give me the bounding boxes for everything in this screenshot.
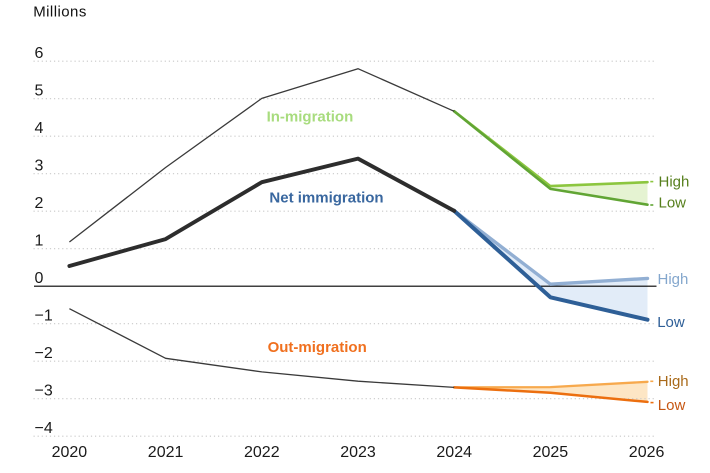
svg-text:High: High <box>659 174 690 191</box>
svg-text:Low: Low <box>657 314 685 331</box>
svg-text:Low: Low <box>659 194 687 211</box>
svg-text:Out-migration: Out-migration <box>268 339 367 356</box>
svg-text:2023: 2023 <box>340 444 376 461</box>
svg-text:4: 4 <box>35 120 44 137</box>
svg-text:Net immigration: Net immigration <box>269 190 383 207</box>
svg-text:2022: 2022 <box>244 444 280 461</box>
svg-text:Low: Low <box>658 397 686 414</box>
svg-text:2020: 2020 <box>52 444 88 461</box>
svg-text:3: 3 <box>35 158 44 175</box>
svg-text:High: High <box>658 373 689 390</box>
svg-text:2021: 2021 <box>148 444 184 461</box>
svg-text:6: 6 <box>35 45 44 62</box>
svg-text:−3: −3 <box>35 383 53 400</box>
svg-text:−1: −1 <box>35 308 53 325</box>
svg-text:High: High <box>658 271 689 288</box>
svg-text:0: 0 <box>35 270 44 287</box>
svg-text:−4: −4 <box>35 420 53 437</box>
svg-text:5: 5 <box>35 83 44 100</box>
svg-text:2: 2 <box>35 195 44 212</box>
svg-text:−2: −2 <box>35 345 53 362</box>
svg-text:2026: 2026 <box>629 444 665 461</box>
svg-text:2025: 2025 <box>533 444 569 461</box>
svg-text:Millions: Millions <box>33 3 87 20</box>
svg-text:In-migration: In-migration <box>267 108 354 125</box>
svg-text:1: 1 <box>35 233 44 250</box>
svg-text:2024: 2024 <box>436 444 472 461</box>
